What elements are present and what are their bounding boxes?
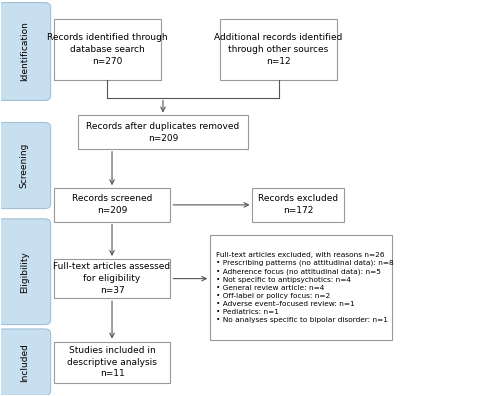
- Text: Records identified through
database search
n=270: Records identified through database sear…: [46, 33, 168, 66]
- Text: Eligibility: Eligibility: [20, 251, 29, 293]
- FancyBboxPatch shape: [0, 122, 50, 209]
- FancyBboxPatch shape: [0, 329, 50, 395]
- Text: Identification: Identification: [20, 22, 29, 82]
- Text: Records screened
n=209: Records screened n=209: [72, 194, 152, 215]
- Text: Studies included in
descriptive analysis
n=11: Studies included in descriptive analysis…: [67, 346, 157, 379]
- FancyBboxPatch shape: [78, 115, 247, 149]
- Text: Screening: Screening: [20, 143, 29, 188]
- Text: Records excluded
n=172: Records excluded n=172: [258, 194, 338, 215]
- FancyBboxPatch shape: [220, 19, 337, 80]
- Text: Additional records identified
through other sources
n=12: Additional records identified through ot…: [214, 33, 343, 66]
- FancyBboxPatch shape: [252, 188, 344, 222]
- FancyBboxPatch shape: [54, 259, 170, 298]
- FancyBboxPatch shape: [0, 219, 50, 325]
- Text: Included: Included: [20, 343, 29, 382]
- Text: Records after duplicates removed
n=209: Records after duplicates removed n=209: [86, 122, 240, 143]
- FancyBboxPatch shape: [210, 235, 392, 339]
- FancyBboxPatch shape: [54, 341, 170, 383]
- FancyBboxPatch shape: [0, 2, 50, 101]
- FancyBboxPatch shape: [54, 19, 160, 80]
- Text: Full-text articles excluded, with reasons n=26
• Prescribing patterns (no attitu: Full-text articles excluded, with reason…: [216, 252, 394, 323]
- FancyBboxPatch shape: [54, 188, 170, 222]
- Text: Full-text articles assessed
for eligibility
n=37: Full-text articles assessed for eligibil…: [54, 262, 170, 295]
